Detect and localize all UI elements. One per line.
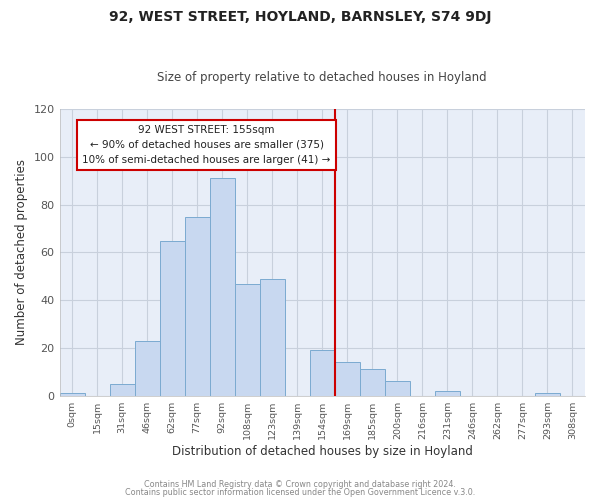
Bar: [59, 394, 85, 396]
Bar: [360, 370, 385, 396]
Bar: [385, 382, 410, 396]
Bar: [110, 384, 134, 396]
Text: 92 WEST STREET: 155sqm
← 90% of detached houses are smaller (375)
10% of semi-de: 92 WEST STREET: 155sqm ← 90% of detached…: [82, 125, 331, 164]
Bar: [435, 391, 460, 396]
Bar: [260, 278, 285, 396]
Bar: [134, 341, 160, 396]
Bar: [235, 284, 260, 396]
X-axis label: Distribution of detached houses by size in Hoyland: Distribution of detached houses by size …: [172, 444, 473, 458]
Bar: [209, 178, 235, 396]
Text: 92, WEST STREET, HOYLAND, BARNSLEY, S74 9DJ: 92, WEST STREET, HOYLAND, BARNSLEY, S74 …: [109, 10, 491, 24]
Bar: [535, 394, 560, 396]
Bar: [185, 216, 209, 396]
Text: Contains HM Land Registry data © Crown copyright and database right 2024.: Contains HM Land Registry data © Crown c…: [144, 480, 456, 489]
Text: Contains public sector information licensed under the Open Government Licence v.: Contains public sector information licen…: [125, 488, 475, 497]
Bar: [335, 362, 360, 396]
Bar: [160, 240, 185, 396]
Y-axis label: Number of detached properties: Number of detached properties: [15, 160, 28, 346]
Title: Size of property relative to detached houses in Hoyland: Size of property relative to detached ho…: [157, 72, 487, 85]
Bar: [310, 350, 335, 396]
